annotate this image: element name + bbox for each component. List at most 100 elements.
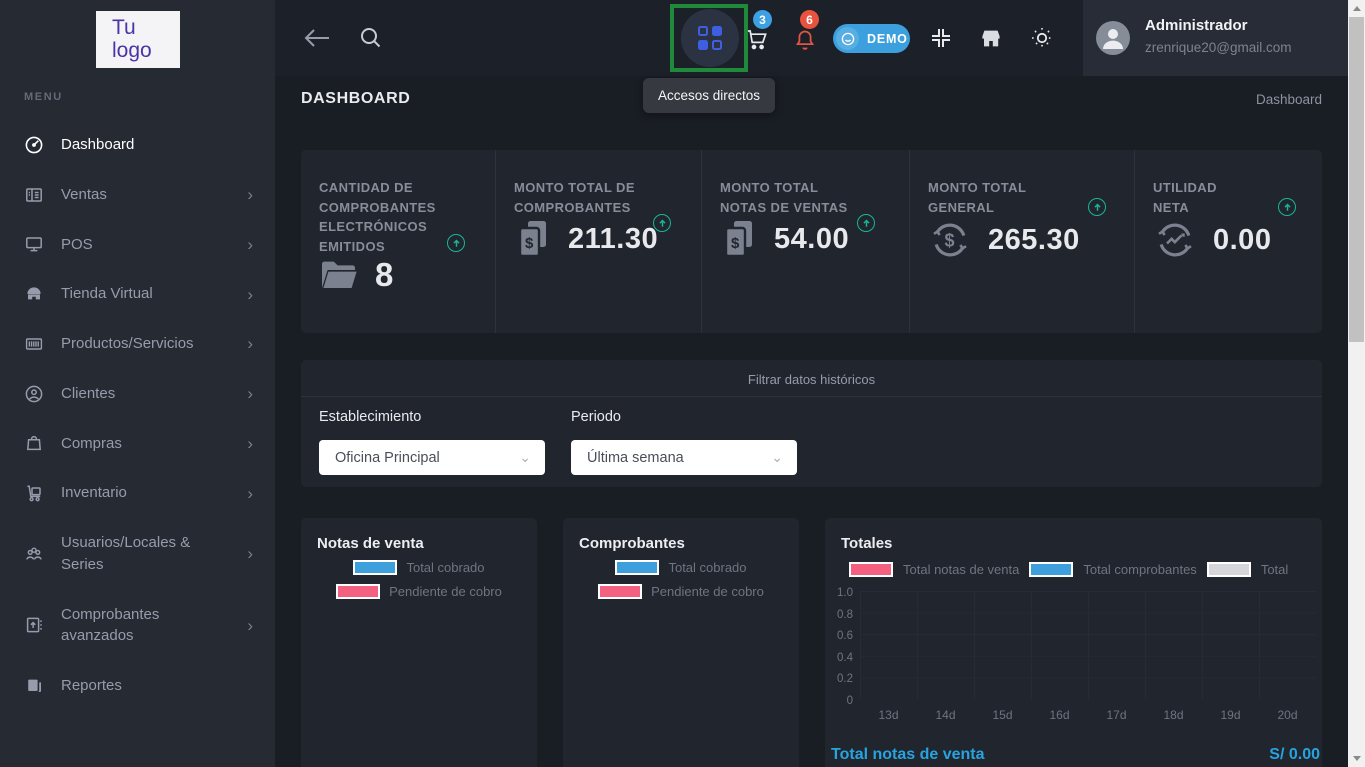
svg-text:$: $ [945,231,955,251]
stat-value: 54.00 [774,223,849,256]
gauge-icon [24,135,44,155]
vertical-scrollbar[interactable] [1348,0,1365,767]
stat-total-vouchers-amount: MONTO TOTAL DE COMPROBANTES $ 211.30 [496,150,702,333]
sales-report-icon [24,185,44,205]
breadcrumb[interactable]: Dashboard [1256,92,1322,107]
page-title: DASHBOARD [301,90,410,108]
sidebar-item-label: Inventario [61,482,229,504]
legend-swatch-blue [1029,562,1073,577]
sidebar-item-comprobantes-avanzados[interactable]: Comprobantes avanzados › [0,590,275,662]
chevron-right-icon: › [247,435,253,452]
logo[interactable]: Tu logo [96,11,180,68]
hand-truck-icon [24,483,44,503]
stat-value: 265.30 [988,224,1080,257]
smiley-icon [836,27,859,50]
notifications-bell-button[interactable] [792,27,818,54]
user-name: Administrador [1145,17,1248,34]
chevron-right-icon: › [247,385,253,402]
cart-button[interactable] [744,26,771,52]
totals-chart-card: Totales Total notas de venta Total compr… [825,518,1322,767]
stat-emitted-vouchers: CANTIDAD DE COMPROBANTES ELECTRÓNICOS EM… [301,150,496,333]
chevron-right-icon: › [247,236,253,253]
stat-label: MONTO TOTAL NOTAS DE VENTAS [720,178,865,217]
sidebar-item-pos[interactable]: POS › [0,220,275,270]
app-root: Tu logo MENU Dashboard Ventas › [0,0,1365,767]
triangle-up-icon [1353,6,1361,11]
legend-label: Total cobrado [668,560,746,575]
chart-title: Comprobantes [563,518,799,558]
stat-total-general-amount: MONTO TOTAL GENERAL $ 265.30 [910,150,1135,333]
establishment-select[interactable]: Oficina Principal ⌄ [319,440,545,475]
stat-label: UTILIDAD NETA [1153,178,1233,217]
avatar [1096,21,1130,55]
trend-up-icon [1088,198,1106,216]
notifications-count-badge: 6 [800,10,819,29]
scroll-down-button[interactable] [1348,750,1365,767]
sidebar-item-label: Usuarios/Locales & Series [61,532,229,576]
barcode-icon [24,334,44,354]
sidebar-item-inventario[interactable]: Inventario › [0,468,275,518]
sidebar-item-reportes[interactable]: Reportes [0,661,275,711]
scrollbar-thumb[interactable] [1349,17,1364,342]
logo-text: Tu logo [112,17,164,61]
stat-value: 211.30 [568,223,658,256]
cart-count-badge: 3 [753,10,772,29]
demo-label: DEMO [867,32,908,46]
users-group-icon [24,544,44,564]
brightness-icon[interactable] [1030,26,1054,50]
folder-icon [319,258,359,292]
legend-swatch-pink [849,562,893,577]
sidebar-item-ventas[interactable]: Ventas › [0,170,275,220]
chevron-right-icon: › [247,286,253,303]
compress-fullscreen-icon[interactable] [929,26,953,50]
establishment-field: Establecimiento Oficina Principal ⌄ [319,409,545,475]
sidebar-item-clientes[interactable]: Clientes › [0,369,275,419]
scroll-up-button[interactable] [1348,0,1365,17]
sidebar-item-label: POS [61,234,229,256]
sidebar-item-tienda-virtual[interactable]: Tienda Virtual › [0,269,275,319]
monitor-icon [24,234,44,254]
summary-label: Total notas de venta [831,746,985,764]
store-icon[interactable] [979,27,1003,50]
sidebar-item-productos-servicios[interactable]: Productos/Servicios › [0,319,275,369]
document-arrow-icon [24,615,44,635]
svg-text:$: $ [731,235,740,252]
stat-net-profit: UTILIDAD NETA 0.00 [1135,150,1322,333]
legend-label: Pendiente de cobro [651,584,764,599]
sidebar-item-compras[interactable]: Compras › [0,419,275,469]
topbar: 3 6 DEMO [275,0,1348,76]
highlight-box [670,4,748,72]
chevron-right-icon: › [247,186,253,203]
dollar-cycle-icon: $ [928,218,972,262]
stat-value: 0.00 [1213,224,1271,257]
chevron-right-icon: › [247,485,253,502]
search-icon[interactable] [359,26,383,50]
vouchers-chart-card: Comprobantes Total cobrado Pendiente de … [563,518,799,767]
sidebar-item-usuarios-locales-series[interactable]: Usuarios/Locales & Series › [0,518,275,590]
demo-badge[interactable]: DEMO [833,24,910,53]
legend-item: Total cobrado [615,560,746,575]
establishment-selected-value: Oficina Principal [335,450,440,466]
user-menu[interactable]: Administrador zrenrique20@gmail.com [1083,0,1348,76]
sidebar-menu: Dashboard Ventas › POS › [0,120,275,711]
triangle-down-icon [1353,756,1361,761]
legend-item: Pendiente de cobro [336,584,502,599]
legend-swatch-pink [336,584,380,599]
sidebar-item-label: Comprobantes avanzados [61,604,229,648]
period-select[interactable]: Última semana ⌄ [571,440,797,475]
sidebar-item-label: Compras [61,433,229,455]
sidebar-item-label: Ventas [61,184,229,206]
stat-total-sale-notes-amount: MONTO TOTAL NOTAS DE VENTAS $ 54.00 [702,150,910,333]
user-email: zrenrique20@gmail.com [1145,40,1292,55]
trend-up-icon [447,234,465,252]
legend-swatch-pink [598,584,642,599]
sidebar-item-label: Productos/Servicios [61,333,229,355]
filter-card: Filtrar datos históricos Establecimiento… [301,360,1322,487]
summary-value: S/ 0.00 [1269,746,1320,764]
back-arrow-icon[interactable] [303,27,331,49]
legend-label: Total cobrado [406,560,484,575]
sidebar-item-dashboard[interactable]: Dashboard [0,120,275,170]
legend-label: Pendiente de cobro [389,584,502,599]
chevron-down-icon: ⌄ [519,449,531,466]
chevron-right-icon: › [247,545,253,562]
